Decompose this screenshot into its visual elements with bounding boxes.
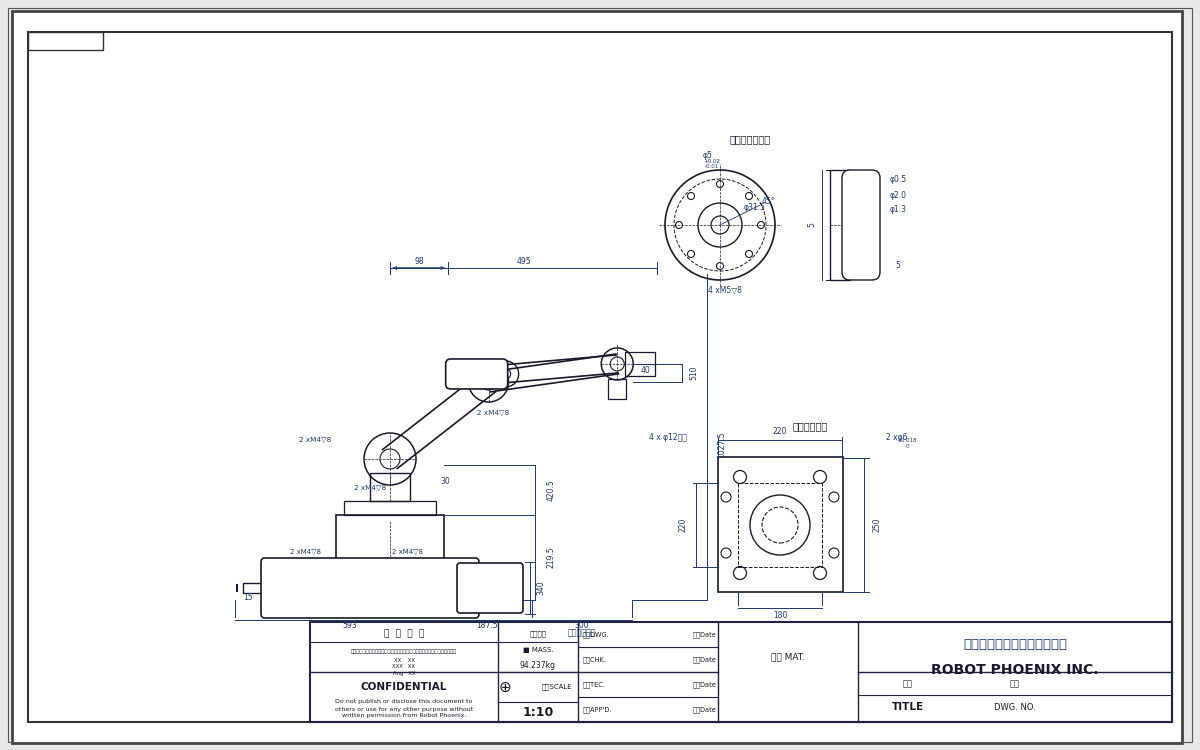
Text: 4 x φ12贯通: 4 x φ12贯通 [649,433,686,442]
Text: 98: 98 [414,257,424,266]
Text: 济南翼菲自动化科技有限公司: 济南翼菲自动化科技有限公司 [964,638,1067,650]
Bar [336,515,444,600]
Text: 220: 220 [773,427,787,436]
Text: TITLE: TITLE [892,702,924,712]
Text: 2 xM4▽8: 2 xM4▽8 [354,484,386,490]
Text: 2 xM4▽8: 2 xM4▽8 [392,548,424,554]
Text: 180: 180 [773,610,787,620]
Text: 250: 250 [872,518,882,532]
Text: 日期Date: 日期Date [694,706,716,712]
Text: 1:10: 1:10 [522,706,553,718]
Text: 5: 5 [808,223,816,227]
Text: φ31.5: φ31.5 [744,202,766,211]
Text: φ0.5: φ0.5 [889,176,906,184]
Text: DWG. NO.: DWG. NO. [994,703,1036,712]
Text: 45°: 45° [761,196,775,206]
Text: 底座安装尺寸: 底座安装尺寸 [792,422,828,431]
Text: 法兰盘安装尺寸: 法兰盘安装尺寸 [730,134,770,144]
Text: 单体公差: 单体公差 [529,631,546,638]
Text: 日期Date: 日期Date [694,632,716,638]
Text: 420.5: 420.5 [546,479,556,501]
Text: 工艾TEC.: 工艾TEC. [583,681,606,688]
Text: 日期Date: 日期Date [694,656,716,663]
FancyBboxPatch shape [842,170,880,280]
Text: φ1.3: φ1.3 [889,206,906,214]
Text: 219.5: 219.5 [546,547,556,568]
Bar [718,457,842,592]
Text: 300: 300 [575,622,589,631]
Bar [310,622,1172,722]
Text: 2 xM4▽8: 2 xM4▽8 [299,436,331,442]
Text: CONFIDENTIAL: CONFIDENTIAL [361,682,448,692]
Text: 材料 MAT.: 材料 MAT. [772,652,805,662]
Text: XX    XX: XX XX [394,658,414,662]
Text: 30: 30 [440,476,450,485]
Text: XXX   XX: XXX XX [392,664,415,670]
Bar [28,32,103,50]
FancyBboxPatch shape [445,359,508,389]
Text: φ2.0: φ2.0 [889,190,906,200]
Text: 监理APP'D.: 监理APP'D. [583,706,612,712]
Text: 比例SCALE: 比例SCALE [542,684,572,690]
Text: ⊕: ⊕ [499,680,511,694]
Text: 510: 510 [690,366,698,380]
Text: +0.018
0: +0.018 0 [896,438,917,449]
FancyBboxPatch shape [457,563,523,613]
Text: 593: 593 [343,622,358,631]
Bar [344,501,436,515]
Text: 本图纸的图面归本公司所有，本文件不可准确地提三方当他作为其他用途使用: 本图纸的图面归本公司所有，本文件不可准确地提三方当他作为其他用途使用 [350,650,457,655]
Text: 1027.5: 1027.5 [716,431,726,457]
Bar [608,379,626,399]
Bar [625,352,655,376]
Text: 495: 495 [516,257,530,266]
Text: 187.5: 187.5 [476,622,498,631]
Text: 2 xM4▽8: 2 xM4▽8 [289,548,320,554]
Text: 94.237kg: 94.237kg [520,661,556,670]
Text: φ5: φ5 [703,152,713,160]
Bar [242,583,265,593]
Text: Ang   XX: Ang XX [392,671,415,676]
Text: ROBOT PHOENIX INC.: ROBOT PHOENIX INC. [931,663,1099,677]
Bar [830,170,850,280]
Text: 2 xM4▽8: 2 xM4▽8 [478,409,510,415]
Text: ■ MASS.: ■ MASS. [523,647,553,653]
Bar [738,483,822,567]
Text: 图号: 图号 [1010,680,1020,688]
Text: 名称: 名称 [904,680,913,688]
Text: 15: 15 [244,593,253,602]
Bar [370,473,410,501]
Text: 340: 340 [536,580,546,596]
Text: 线缆预留空间: 线缆预留空间 [568,628,596,637]
Text: 2 xφ6: 2 xφ6 [887,433,907,442]
Text: written permission from Robot Phoenix.: written permission from Robot Phoenix. [342,713,467,718]
Text: 审核CHK.: 审核CHK. [583,656,607,663]
Text: 40: 40 [641,365,650,374]
Text: 4 xM5▽8: 4 xM5▽8 [708,286,742,295]
Text: 机  密  文  件: 机 密 文 件 [384,629,424,638]
Text: 5: 5 [895,260,900,269]
Text: 检图DWG.: 检图DWG. [583,632,610,638]
Text: Do not publish or disclose this document to: Do not publish or disclose this document… [335,700,473,704]
Text: +0.02
-0.01: +0.02 -0.01 [703,158,720,170]
Text: 日期Date: 日期Date [694,681,716,688]
FancyBboxPatch shape [262,558,479,618]
Text: 220: 220 [678,518,688,532]
Text: others or use for any other purpose without: others or use for any other purpose with… [335,706,473,712]
